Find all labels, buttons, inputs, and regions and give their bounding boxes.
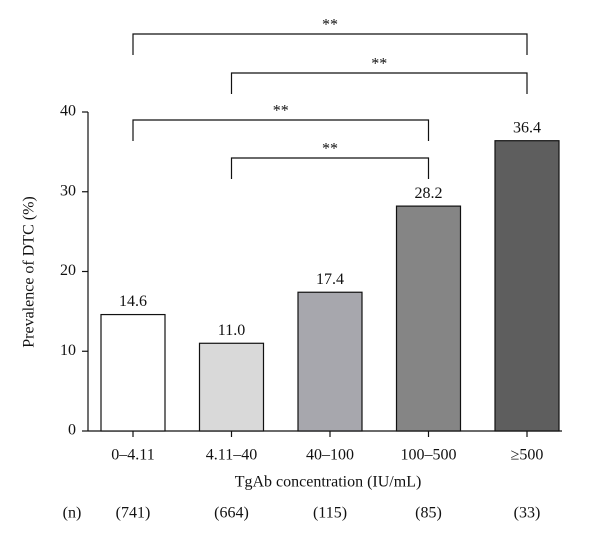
y-axis-label: Prevalence of DTC (%)	[21, 196, 38, 348]
n-label: (n)	[63, 505, 82, 522]
significance-bracket	[230, 72, 528, 94]
significance-label: **	[322, 17, 338, 34]
bar	[297, 291, 363, 432]
significance-label: **	[273, 103, 289, 120]
x-axis-label: TgAb concentration (IU/mL)	[235, 474, 422, 491]
significance-bracket	[132, 33, 528, 55]
x-tick-label: 100–500	[401, 447, 457, 464]
y-tick-label: 0	[68, 422, 76, 439]
bar	[100, 313, 166, 432]
value-label: 14.6	[119, 293, 147, 310]
n-value: (115)	[313, 505, 347, 522]
bar	[395, 205, 462, 432]
value-label: 36.4	[513, 119, 541, 136]
significance-label: **	[371, 56, 387, 73]
value-label: 28.2	[415, 185, 443, 202]
n-value: (85)	[415, 505, 442, 522]
y-tick-label: 10	[60, 342, 76, 359]
y-tick-label: 20	[60, 262, 76, 279]
x-tick-label: 0–4.11	[111, 447, 154, 464]
bar	[494, 140, 560, 432]
n-value: (664)	[214, 505, 249, 522]
y-tick-label: 40	[60, 103, 76, 120]
value-label: 17.4	[316, 271, 344, 288]
significance-label: **	[322, 141, 338, 158]
significance-bracket	[132, 119, 430, 141]
n-value: (33)	[514, 505, 541, 522]
bar	[198, 342, 265, 432]
x-tick-label: 40–100	[306, 447, 354, 464]
n-value: (741)	[116, 505, 151, 522]
x-tick-label: 4.11–40	[206, 447, 257, 464]
significance-bracket	[230, 157, 430, 179]
y-tick-label: 30	[60, 182, 76, 199]
value-label: 11.0	[218, 322, 245, 339]
x-tick-label: ≥500	[511, 447, 544, 464]
